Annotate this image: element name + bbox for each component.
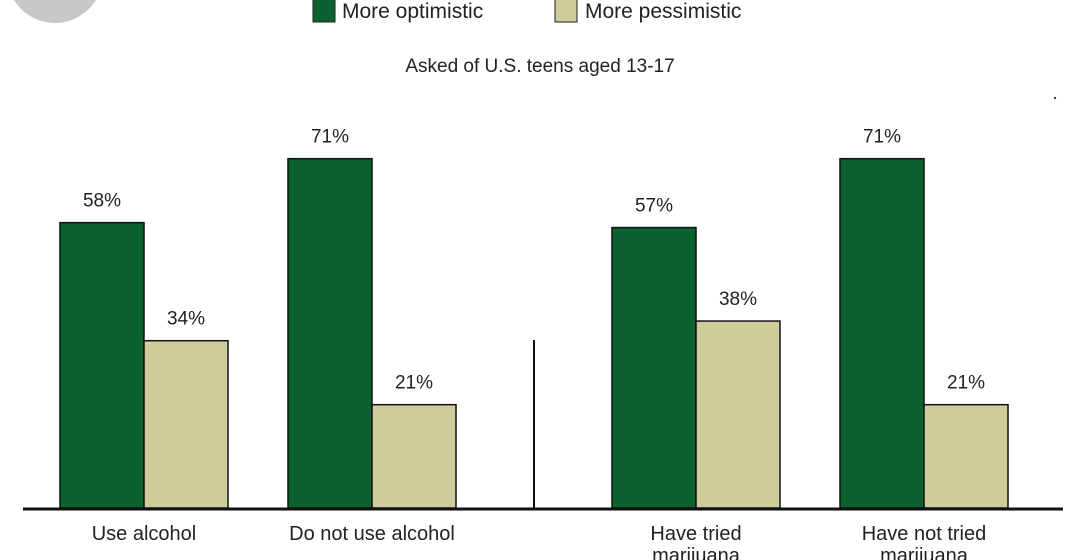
legend-label-pessimistic: More pessimistic <box>585 0 741 23</box>
legend-swatch-pessimistic <box>554 0 578 23</box>
data-label: 34% <box>167 309 205 330</box>
data-label: 58% <box>83 191 121 212</box>
bar-pessimistic <box>143 339 229 509</box>
stray-dot <box>1053 96 1057 100</box>
data-label: 38% <box>719 289 757 310</box>
category-label: Use alcohol <box>92 523 197 545</box>
data-label: 71% <box>311 127 349 148</box>
bar-pessimistic <box>371 403 457 509</box>
legend: More optimistic More pessimistic <box>312 0 741 23</box>
category-label: Have tried marijuana <box>650 523 741 560</box>
bars: 58% 34% 71% 21% 57% 38% 71% 21% <box>59 127 1009 509</box>
category-label: Do not use alcohol <box>289 523 455 545</box>
bar-optimistic <box>59 221 145 509</box>
bar-pessimistic <box>695 320 781 509</box>
data-label: 21% <box>947 373 985 394</box>
legend-label-optimistic: More optimistic <box>342 0 483 23</box>
overlay-circle <box>14 0 96 23</box>
chart-subtitle: Asked of U.S. teens aged 13-17 <box>405 56 674 77</box>
data-label: 57% <box>635 196 673 217</box>
data-label: 21% <box>395 373 433 394</box>
bar-optimistic <box>611 226 697 509</box>
data-label: 71% <box>863 127 901 148</box>
bar-pessimistic <box>923 403 1009 509</box>
bar-optimistic <box>839 157 925 509</box>
legend-swatch-optimistic <box>312 0 336 23</box>
bar-optimistic <box>287 157 373 509</box>
category-labels: Use alcohol Do not use alcohol Have tried m… <box>92 523 987 560</box>
category-label: Have not tried marijuana <box>862 523 987 560</box>
